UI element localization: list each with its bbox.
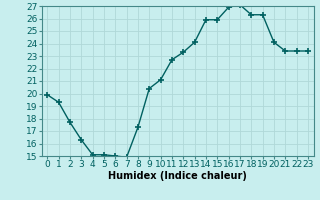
X-axis label: Humidex (Indice chaleur): Humidex (Indice chaleur) xyxy=(108,171,247,181)
